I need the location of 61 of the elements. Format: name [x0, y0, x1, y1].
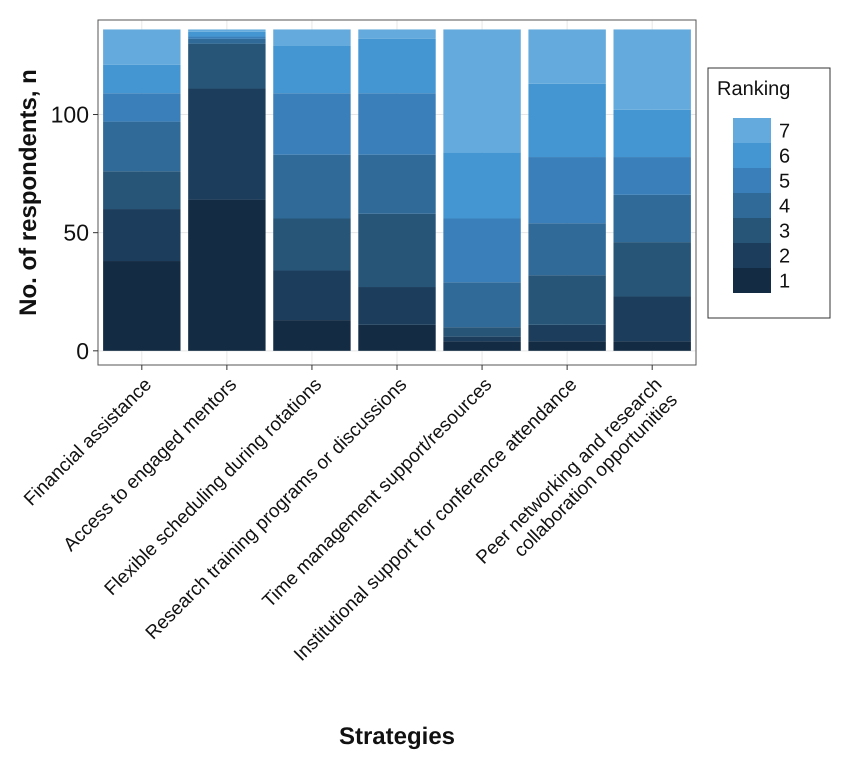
bar — [188, 32, 266, 37]
bar — [613, 157, 691, 195]
bar — [103, 261, 181, 351]
bar — [528, 324, 606, 342]
bar — [613, 110, 691, 158]
y-tick-label: 50 — [63, 220, 89, 246]
legend-label: 1 — [779, 270, 790, 292]
bar — [613, 296, 691, 342]
bar — [273, 320, 351, 351]
bar — [103, 209, 181, 262]
bar — [528, 275, 606, 325]
bar — [103, 122, 181, 172]
legend-title: Ranking — [717, 78, 790, 100]
bar — [188, 200, 266, 351]
bar — [103, 93, 181, 122]
bar — [613, 194, 691, 242]
bar — [273, 218, 351, 270]
legend-label: 3 — [779, 220, 790, 242]
bar — [443, 336, 521, 342]
bar — [273, 154, 351, 218]
bar — [358, 154, 436, 214]
bar — [103, 171, 181, 210]
bar — [613, 341, 691, 351]
legend-label: 7 — [779, 120, 790, 142]
bar — [613, 242, 691, 296]
bar — [273, 93, 351, 155]
bar — [528, 84, 606, 158]
bar — [103, 29, 181, 65]
bar — [528, 29, 606, 84]
y-axis-title: No. of respondents, n — [15, 69, 42, 316]
legend-label: 4 — [779, 196, 790, 218]
bar — [188, 38, 266, 44]
bar — [528, 223, 606, 276]
bar — [443, 152, 521, 218]
bar — [188, 44, 266, 89]
legend-label: 5 — [779, 170, 790, 192]
bar — [358, 93, 436, 155]
bar — [443, 341, 521, 351]
bar — [443, 218, 521, 282]
legend-label: 2 — [779, 246, 790, 268]
bar — [188, 88, 266, 200]
bar — [273, 46, 351, 94]
bar — [528, 157, 606, 224]
bar — [188, 29, 266, 32]
bar — [358, 29, 436, 39]
bar — [443, 29, 521, 152]
bar — [443, 282, 521, 328]
bar — [358, 324, 436, 351]
bar — [273, 270, 351, 320]
y-tick-label: 100 — [50, 102, 89, 128]
bar — [273, 29, 351, 46]
y-tick-label: 0 — [76, 338, 89, 364]
legend-label: 6 — [779, 146, 790, 168]
bar — [443, 327, 521, 337]
bar — [103, 64, 181, 94]
bar — [358, 214, 436, 288]
bar — [358, 287, 436, 325]
bar — [358, 38, 436, 94]
bar — [613, 29, 691, 110]
bar — [528, 341, 606, 351]
x-axis-title: Strategies — [338, 723, 456, 750]
